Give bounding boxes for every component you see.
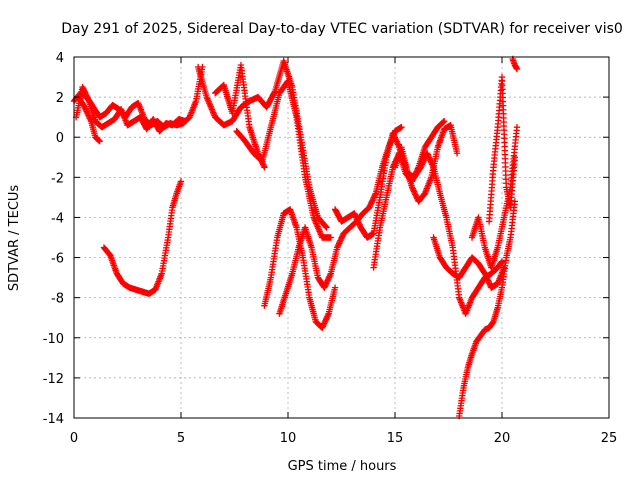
x-tick-labels: 0 5 10 15 20 25 — [70, 431, 617, 446]
data-point — [258, 157, 265, 164]
y-tick-label: -6 — [51, 252, 64, 267]
series-5 — [194, 57, 330, 231]
grid-lines — [74, 57, 609, 418]
data-point — [511, 154, 519, 161]
data-point — [513, 123, 521, 131]
series-3 — [75, 93, 103, 145]
data-point — [441, 117, 448, 125]
x-tick-label: 0 — [70, 431, 78, 446]
data-series — [70, 55, 521, 420]
x-tick-label: 5 — [177, 431, 185, 446]
series-8 — [261, 206, 339, 331]
x-tick-label: 20 — [494, 431, 511, 446]
data-point — [322, 223, 329, 230]
series-16 — [485, 73, 519, 225]
x-tick-label: 10 — [280, 431, 297, 446]
chart-title: Day 291 of 2025, Sidereal Day-to-day VTE… — [61, 21, 623, 37]
series-10 — [331, 121, 461, 241]
series-6 — [212, 61, 268, 171]
series-9 — [276, 123, 405, 317]
y-tick-label: -8 — [51, 292, 64, 307]
y-tick-label: -4 — [51, 211, 64, 226]
data-point — [440, 118, 447, 126]
data-point — [271, 89, 278, 96]
y-tick-label: -14 — [43, 412, 64, 427]
y-tick-labels: -14 -12 -10 -8 -6 -4 -2 0 2 4 — [43, 51, 64, 427]
data-point — [327, 234, 334, 241]
y-tick-label: -10 — [43, 332, 64, 347]
data-point — [323, 224, 330, 231]
data-point — [177, 178, 185, 185]
data-point — [513, 65, 521, 73]
data-point — [284, 78, 291, 86]
series-12 — [391, 144, 506, 317]
data-point — [95, 136, 102, 144]
data-point — [96, 138, 103, 145]
data-point — [331, 284, 339, 291]
y-tick-label: 2 — [56, 91, 64, 106]
data-point — [95, 137, 103, 144]
axis-ticks — [73, 56, 610, 419]
data-point — [182, 117, 189, 125]
y-tick-label: 4 — [56, 51, 64, 66]
plot-frame — [73, 56, 610, 419]
series-7 — [233, 77, 334, 241]
series-4 — [100, 178, 185, 297]
series-17 — [509, 55, 521, 73]
data-point — [511, 198, 519, 205]
x-tick-label: 25 — [601, 431, 618, 446]
y-tick-label: -12 — [43, 372, 64, 387]
y-axis-label: SDTVAR / TECUs — [7, 185, 22, 292]
y-tick-label: -2 — [51, 171, 64, 186]
data-point — [498, 258, 506, 265]
data-point — [453, 150, 461, 157]
series-15 — [468, 123, 521, 271]
x-tick-label: 15 — [387, 431, 404, 446]
series-14 — [456, 198, 519, 420]
y-tick-label: 0 — [56, 131, 64, 146]
data-point — [398, 123, 405, 131]
series-2 — [72, 83, 189, 135]
x-axis-label: GPS time / hours — [288, 459, 397, 474]
data-point — [261, 164, 268, 171]
